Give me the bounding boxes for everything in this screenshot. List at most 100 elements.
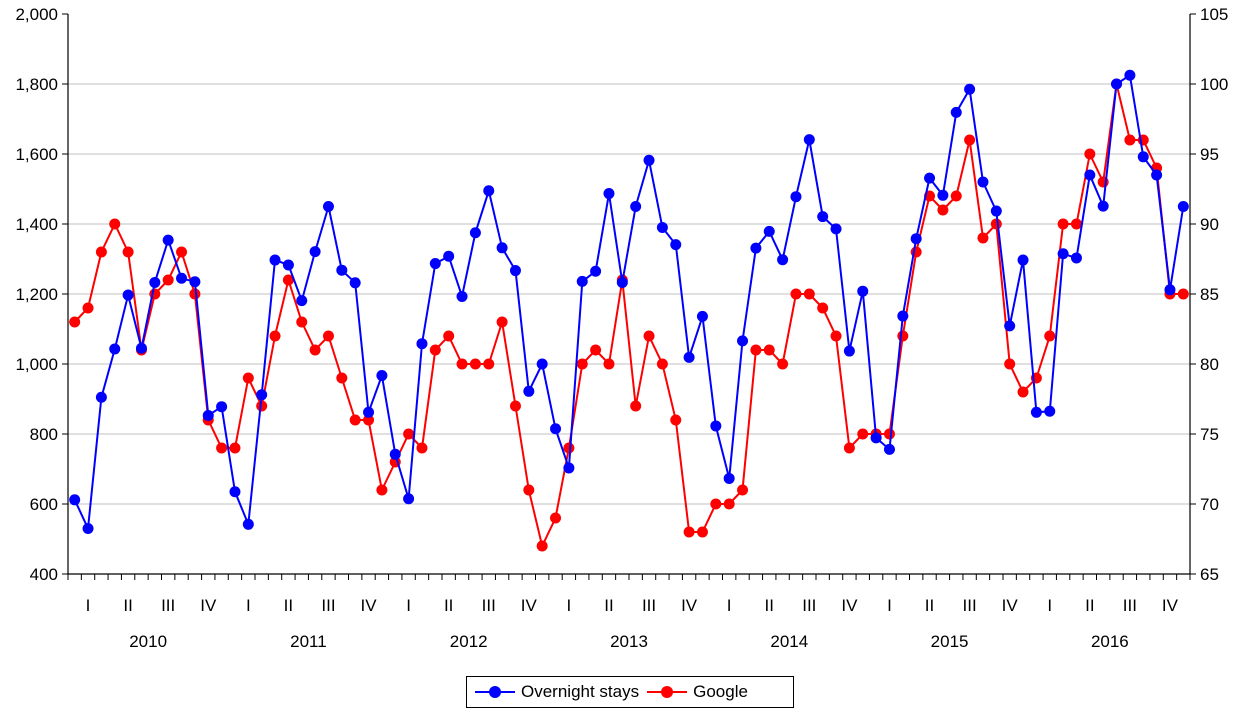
point-overnight-stays [763,225,775,237]
point-google [309,344,321,356]
point-overnight-stays [322,201,334,212]
right-tick-label: 80 [1200,355,1219,374]
point-google [670,414,682,426]
point-overnight-stays [563,462,575,474]
point-overnight-stays [737,335,749,347]
point-overnight-stays [990,205,1002,217]
point-overnight-stays [469,227,481,239]
point-overnight-stays [843,345,855,357]
year-label: 2016 [1091,632,1129,651]
point-google [416,442,428,454]
left-tick-label: 1,800 [15,75,58,94]
point-google [109,218,121,230]
point-google [523,484,535,496]
year-label: 2011 [290,632,327,651]
quarter-label: II [284,596,293,615]
point-google [937,204,949,216]
point-google [122,246,134,258]
point-overnight-stays [910,233,922,245]
point-google [256,400,268,412]
point-overnight-stays [309,246,321,258]
point-overnight-stays [883,443,895,455]
legend-swatch-overnight-stays [475,685,515,699]
point-google [964,134,976,146]
point-google [496,316,508,328]
point-google [363,414,375,426]
right-tick-label: 100 [1200,75,1228,94]
quarter-label: IV [200,596,217,615]
point-overnight-stays [803,134,815,146]
point-overnight-stays [456,290,468,302]
point-overnight-stays [162,234,174,246]
point-overnight-stays [656,222,668,233]
point-overnight-stays [483,185,495,197]
point-google [1070,218,1082,230]
point-overnight-stays [189,276,201,288]
x-axis-ticks: I II III IV I II III IV I II III IV I II III IV I II III IV… [67,574,1191,651]
point-overnight-stays [443,250,455,262]
point-google [162,274,174,286]
point-google [483,358,495,370]
point-overnight-stays [643,154,655,166]
point-google [990,218,1002,230]
point-overnight-stays [1177,201,1189,212]
legend: Overnight stays Google [466,676,794,708]
point-overnight-stays [817,211,829,223]
point-google [603,358,615,370]
point-overnight-stays [496,242,508,254]
point-google [790,288,802,300]
right-tick-label: 95 [1200,145,1219,164]
quarter-label: II [1085,596,1094,615]
quarter-label: III [963,596,977,615]
point-google [777,358,789,370]
point-overnight-stays [536,358,548,370]
series-layer [69,69,1189,552]
series-line-overnight-stays [73,73,1185,533]
point-google [630,400,642,412]
point-google [1044,330,1056,342]
year-label: 2015 [931,632,969,651]
point-overnight-stays [269,254,281,266]
point-overnight-stays [977,176,989,188]
quarter-label: II [604,596,613,615]
quarter-label: IV [1002,596,1019,615]
point-overnight-stays [603,188,615,200]
point-overnight-stays [1030,406,1042,418]
point-google [710,498,722,510]
point-overnight-stays [1070,252,1082,264]
right-tick-label: 90 [1200,215,1219,234]
point-google [883,428,895,440]
point-overnight-stays [509,265,521,277]
point-overnight-stays [830,223,842,235]
point-overnight-stays [416,338,428,350]
quarter-label: II [444,596,453,615]
point-google [429,344,441,356]
point-overnight-stays [1137,151,1149,163]
point-overnight-stays [122,289,134,301]
right-tick-label: 75 [1200,425,1219,444]
point-google [282,274,294,286]
point-google [683,526,695,538]
year-label: 2012 [450,632,488,651]
point-google [216,442,228,454]
quarter-label: IV [1162,596,1179,615]
point-google [95,246,107,258]
point-overnight-stays [1111,78,1123,90]
point-overnight-stays [109,343,121,355]
point-overnight-stays [389,448,401,460]
point-overnight-stays [296,295,308,307]
quarter-label: III [482,596,496,615]
point-overnight-stays [857,285,869,297]
point-google [656,358,668,370]
quarter-label: II [123,596,132,615]
point-google [242,372,254,384]
point-google [443,330,455,342]
quarter-label: III [321,596,335,615]
left-axis-ticks: 400 600 800 1,000 1,200 1,400 1,600 1,800 2,000 [15,5,68,584]
legend-item-overnight-stays: Overnight stays [475,682,639,702]
point-google [737,484,749,496]
quarter-label: I [246,596,251,615]
series-line-google [73,83,1184,549]
point-overnight-stays [376,370,388,382]
point-google [536,540,548,552]
